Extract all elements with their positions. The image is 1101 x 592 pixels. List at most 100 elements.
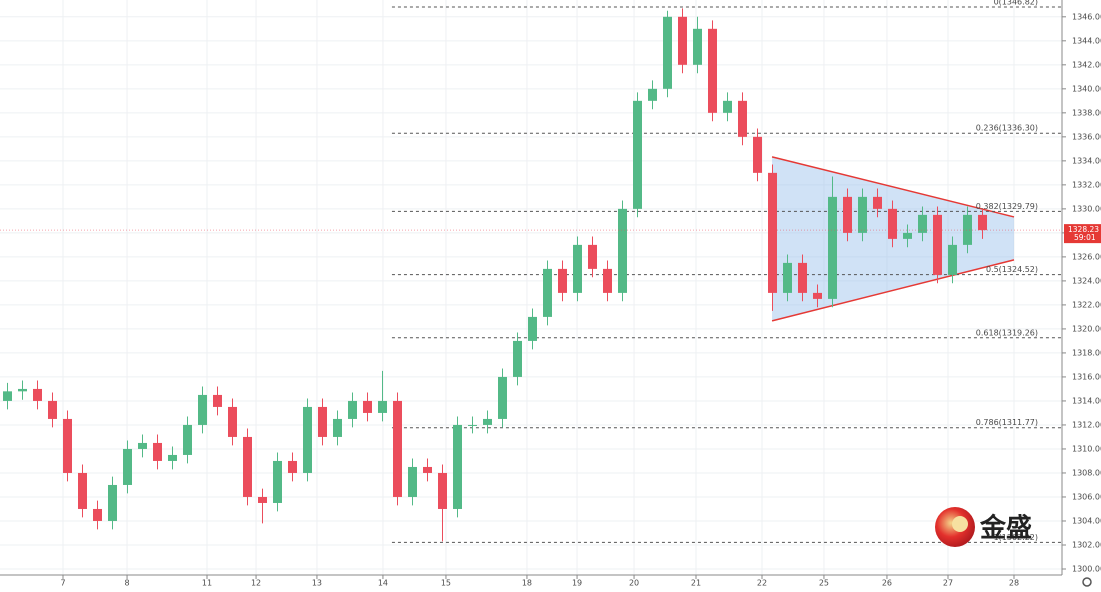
logo: 金盛 [935, 507, 1032, 547]
y-tick-label: 1326.00 [1072, 252, 1101, 261]
candle-body [603, 268, 612, 293]
candle-body [723, 100, 732, 113]
candle-body [408, 466, 417, 497]
fib-label: 0.5(1324.52) [986, 265, 1038, 274]
candle-body [438, 472, 447, 509]
candle-body [738, 100, 747, 137]
fib-label: 0.618(1319.26) [976, 328, 1038, 337]
x-tick-label: 27 [943, 579, 953, 588]
candle-body [708, 28, 717, 113]
candle-body [273, 460, 282, 503]
x-tick-label: 28 [1009, 579, 1019, 588]
candle-body [543, 268, 552, 317]
candle-body [183, 424, 192, 455]
candle-body [3, 391, 12, 401]
x-tick-label: 25 [819, 579, 829, 588]
candle-body [108, 484, 117, 521]
y-tick-label: 1302.00 [1072, 540, 1101, 549]
candle-body [978, 214, 987, 231]
y-tick-label: 1334.00 [1072, 156, 1101, 165]
candle-body [678, 16, 687, 65]
y-tick-label: 1320.00 [1072, 324, 1101, 333]
candle-body [813, 292, 822, 299]
candle-body [483, 418, 492, 425]
candle-body [348, 400, 357, 419]
candle-body [573, 244, 582, 293]
x-tick-label: 22 [757, 579, 767, 588]
triangle-edge [771, 156, 1015, 218]
y-tick-label: 1338.00 [1072, 108, 1101, 117]
candle-body [903, 232, 912, 239]
candle-body [828, 196, 837, 299]
y-tick-label: 1314.00 [1072, 396, 1101, 405]
candle-body [33, 388, 42, 401]
candle-body [648, 88, 657, 101]
candle-body [873, 196, 882, 209]
y-tick-label: 1336.00 [1072, 132, 1101, 141]
fib-label: 0.382(1329.79) [976, 202, 1038, 211]
x-tick-label: 26 [882, 579, 892, 588]
candle-body [213, 394, 222, 407]
y-tick-label: 1322.00 [1072, 300, 1101, 309]
x-tick-label: 18 [522, 579, 532, 588]
y-tick-label: 1344.00 [1072, 36, 1101, 45]
candle-body [858, 196, 867, 233]
price-tag-countdown: 59:01 [1074, 233, 1096, 242]
candle-body [633, 100, 642, 209]
y-tick-label: 1324.00 [1072, 276, 1101, 285]
candle-body [933, 214, 942, 275]
x-tick-label: 15 [441, 579, 451, 588]
candle-body [663, 16, 672, 89]
logo-mark [952, 516, 968, 532]
x-tick-label: 21 [691, 579, 701, 588]
y-tick-label: 1332.00 [1072, 180, 1101, 189]
candle-body [393, 400, 402, 497]
candle-body [948, 244, 957, 275]
candle-body [258, 496, 267, 503]
x-tick-label: 14 [378, 579, 388, 588]
candle-body [528, 316, 537, 341]
x-tick-label: 20 [629, 579, 639, 588]
candle-body [768, 172, 777, 293]
candle-body [423, 466, 432, 473]
candle-body [783, 262, 792, 293]
price-tag [1064, 224, 1101, 244]
fib-label: 1(1302.22) [994, 533, 1038, 542]
y-tick-label: 1300.00 [1072, 564, 1101, 573]
x-tick-label: 13 [312, 579, 322, 588]
candle-body [888, 208, 897, 239]
candle-body [138, 442, 147, 449]
candle-body [453, 424, 462, 509]
candle-body [153, 442, 162, 461]
y-tick-label: 1310.00 [1072, 444, 1101, 453]
candle-body [558, 268, 567, 293]
candle-body [168, 454, 177, 461]
y-tick-label: 1304.00 [1072, 516, 1101, 525]
candle-body [843, 196, 852, 233]
candle-body [498, 376, 507, 419]
y-tick-label: 1308.00 [1072, 468, 1101, 477]
settings-icon[interactable] [1082, 577, 1092, 587]
y-tick-label: 1306.00 [1072, 492, 1101, 501]
y-tick-label: 1346.00 [1072, 12, 1101, 21]
x-tick-label: 12 [251, 579, 261, 588]
candle-body [588, 244, 597, 269]
candle-body [513, 340, 522, 377]
candle-body [318, 406, 327, 437]
candle-body [378, 400, 387, 413]
fib-label: 0.786(1311.77) [976, 418, 1038, 427]
candle-body [288, 460, 297, 473]
candle-body [333, 418, 342, 437]
fib-label: 0(1346.82) [994, 0, 1038, 6]
x-tick-label: 8 [125, 579, 130, 588]
watermark: 金盛 [979, 513, 1032, 544]
y-tick-label: 1312.00 [1072, 420, 1101, 429]
candle-body [693, 28, 702, 65]
candle-body [963, 214, 972, 245]
candle-body [918, 214, 927, 233]
fib-label: 0.236(1336.30) [976, 124, 1038, 133]
y-tick-label: 1342.00 [1072, 60, 1101, 69]
y-tick-label: 1318.00 [1072, 348, 1101, 357]
price-tag-value: 1328.23 [1068, 225, 1099, 234]
x-tick-label: 19 [572, 579, 582, 588]
